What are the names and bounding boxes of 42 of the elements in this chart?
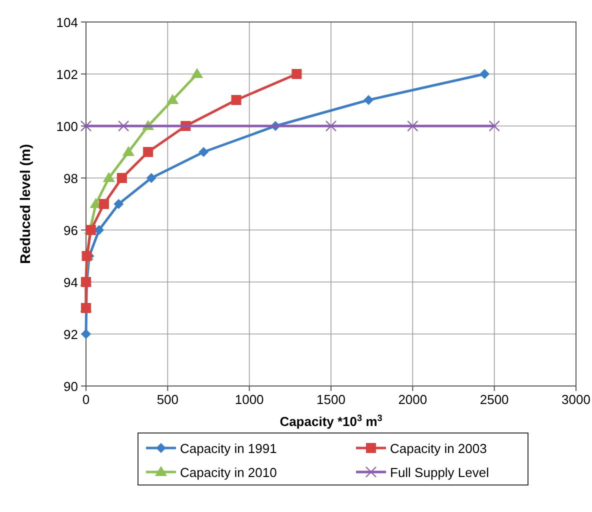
point: [114, 199, 124, 209]
legend-label: Capacity in 2003: [390, 441, 487, 456]
x-tick-label: 1000: [234, 392, 264, 407]
legend-label: Capacity in 1991: [180, 441, 277, 456]
point: [198, 147, 209, 157]
x-axis-title: Capacity *10$^{3}$ m$^{3}$: [280, 413, 382, 429]
point: [488, 120, 500, 132]
y-tick-label: 94: [64, 275, 78, 290]
point: [122, 146, 134, 156]
point: [191, 68, 204, 78]
point: [166, 94, 179, 104]
point: [80, 120, 92, 132]
y-axis-title: Reduced level (m): [17, 144, 33, 264]
y-tick-label: 92: [64, 327, 78, 342]
x-tick-label: 2000: [398, 392, 428, 407]
y-tick-label: 90: [64, 379, 78, 394]
point: [146, 173, 156, 183]
point: [143, 147, 154, 157]
x-tick-label: 1500: [316, 392, 346, 407]
x-tick-label: 0: [82, 392, 90, 407]
point: [94, 225, 104, 235]
x-tick-label: 2500: [480, 392, 509, 407]
x-tick-label: 3000: [562, 392, 590, 407]
x-tick-label: 500: [156, 392, 179, 407]
point: [102, 172, 115, 182]
point: [480, 69, 490, 79]
legend-label: Capacity in 2010: [180, 465, 277, 480]
y-tick-label: 100: [56, 119, 78, 134]
point: [81, 329, 91, 339]
y-tick-label: 104: [56, 15, 78, 30]
y-tick-label: 102: [56, 67, 78, 82]
point: [292, 69, 302, 79]
point: [231, 95, 242, 105]
y-tick-label: 96: [64, 223, 78, 238]
point: [118, 120, 130, 132]
point: [364, 95, 374, 105]
point: [98, 199, 109, 209]
legend-label: Full Supply Level: [390, 465, 490, 480]
point: [116, 173, 127, 183]
y-tick-label: 98: [64, 171, 78, 186]
point: [325, 120, 337, 132]
point: [407, 120, 418, 132]
